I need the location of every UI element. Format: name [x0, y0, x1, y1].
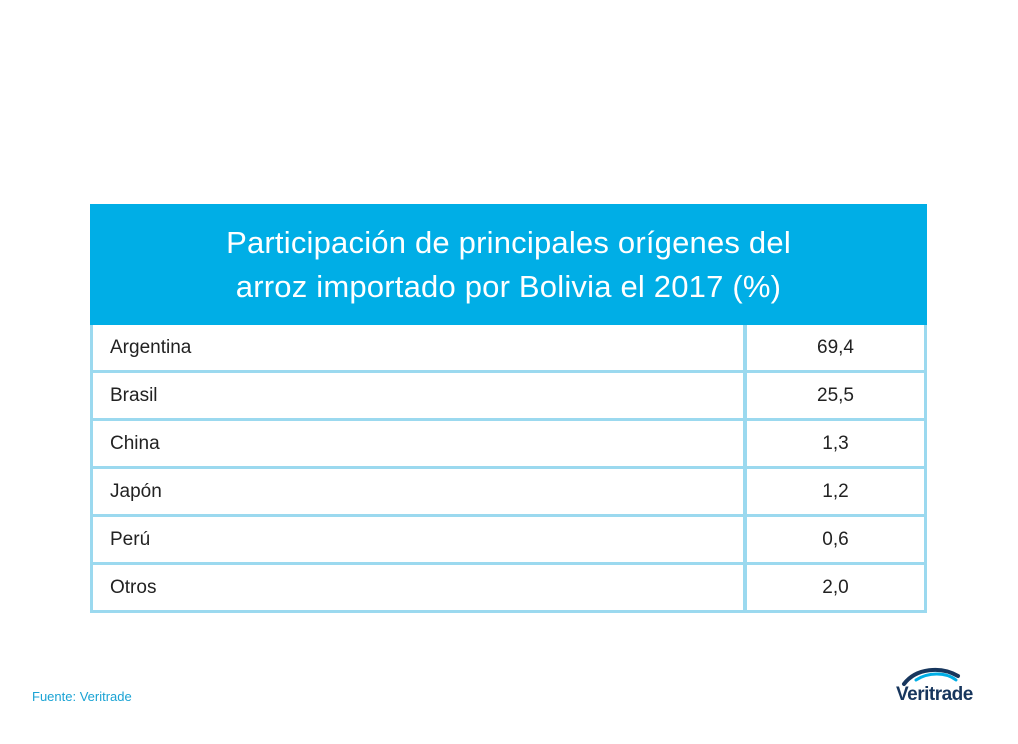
logo-text: Veritrade [896, 684, 973, 705]
share-value-cell: 1,2 [822, 480, 849, 502]
share-value-cell: 69,4 [817, 336, 854, 358]
logo-swoosh-icon [902, 667, 960, 686]
table-row: Perú 0,6 [93, 517, 924, 565]
veritrade-logo: Veritrade [896, 666, 992, 716]
share-value-cell: 1,3 [822, 432, 849, 454]
data-table: Participación de principales orígenes de… [90, 204, 927, 613]
country-cell: Brasil [93, 373, 747, 418]
table-header: Participación de principales orígenes de… [90, 204, 927, 325]
country-cell: China [93, 421, 747, 466]
country-cell: Perú [93, 517, 747, 562]
table-row: Argentina 69,4 [93, 325, 924, 373]
table-row: Otros 2,0 [93, 565, 924, 610]
share-value-cell: 25,5 [817, 384, 854, 406]
table-row: Brasil 25,5 [93, 373, 924, 421]
table-title-line-1: Participación de principales orígenes de… [226, 224, 791, 260]
table-title-line-2: arroz importado por Bolivia el 2017 (%) [235, 268, 782, 304]
share-value-cell: 2,0 [822, 576, 849, 598]
table-body: Argentina 69,4 Brasil 25,5 China 1,3 Japón 1,2 P… [90, 325, 927, 613]
country-cell: Argentina [93, 325, 747, 370]
table-row: Japón 1,2 [93, 469, 924, 517]
source-note: Fuente: Veritrade [32, 689, 132, 704]
share-value-cell: 0,6 [822, 528, 849, 550]
country-cell: Otros [93, 565, 747, 610]
table-row: China 1,3 [93, 421, 924, 469]
country-cell: Japón [93, 469, 747, 514]
